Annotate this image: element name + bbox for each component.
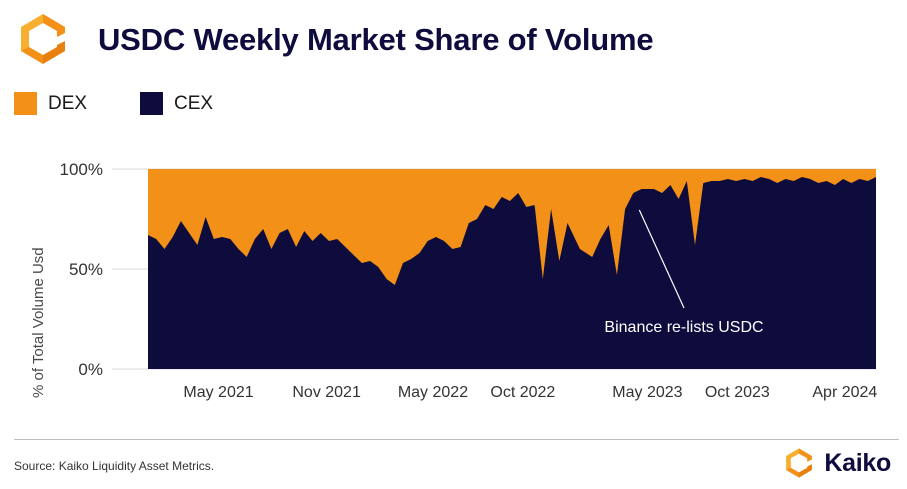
x-tick-label: May 2023 [612, 384, 682, 401]
footer-divider [14, 439, 899, 440]
y-axis-label: % of Total Volume Usd [30, 247, 47, 398]
x-tick-label: May 2022 [398, 384, 468, 401]
legend-item-cex: CEX [140, 92, 213, 115]
y-tick-label: 100% [60, 160, 103, 179]
chart-title: USDC Weekly Market Share of Volume [98, 22, 654, 57]
area-cex [148, 177, 876, 369]
x-tick-label: May 2021 [183, 384, 253, 401]
brand-name: Kaiko [824, 448, 891, 477]
legend-label-dex: DEX [48, 92, 88, 114]
kaiko-hexagon-logo-icon [786, 448, 813, 478]
brand: Kaiko [782, 445, 891, 481]
legend-item-dex: DEX [14, 92, 87, 115]
x-tick-label: Apr 2024 [812, 384, 877, 401]
legend-swatch-dex [14, 92, 37, 115]
legend-swatch-cex [140, 92, 163, 115]
y-tick-label: 0% [78, 360, 103, 379]
legend-label-cex: CEX [174, 92, 214, 114]
y-tick-label: 50% [69, 260, 103, 279]
annotation-label: Binance re-lists USDC [604, 319, 763, 336]
x-tick-label: Oct 2022 [490, 384, 555, 401]
kaiko-hexagon-logo-icon [21, 14, 65, 64]
x-tick-label: Oct 2023 [705, 384, 770, 401]
annotation-leader-line [638, 209, 685, 309]
market-share-area-chart: 0% 50% 100% May 2021 Nov 2021 May 2022 Oct 20… [30, 160, 877, 401]
source-note: Source: Kaiko Liquidity Asset Metrics. [14, 459, 215, 473]
x-tick-label: Nov 2021 [292, 384, 361, 401]
